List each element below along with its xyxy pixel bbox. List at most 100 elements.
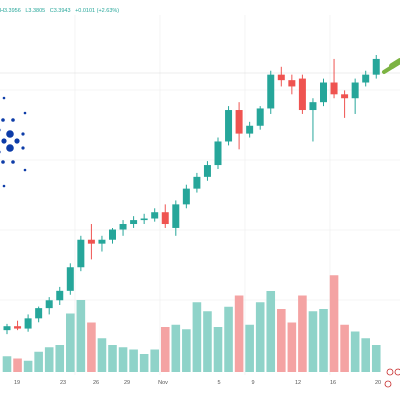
volume-bar [34,351,43,372]
event-marker-icon [384,380,392,388]
x-axis-tick-label: 26 [93,380,99,386]
candle-body [298,78,306,111]
volume-bar [277,309,286,372]
logo-dot [6,144,14,152]
candle-body [235,110,243,134]
volume-bar [308,311,318,372]
volume-bar [255,302,265,372]
candle-body [193,176,201,189]
x-axis-tick-label: 20 [375,380,381,386]
candle-body [35,308,43,319]
candle-body [362,74,370,83]
logo-dot [2,96,6,100]
volume-bar [350,331,360,372]
candle-body [14,326,22,329]
logo-dot [1,118,5,122]
volume-bar [55,345,65,372]
volume-bar [171,324,181,372]
volume-bar [23,360,33,372]
volume-bar [266,291,276,372]
candle-body [130,220,138,225]
volume-bar [224,306,233,372]
logo-dot [21,146,25,150]
candle-body [288,80,296,87]
candle-body [3,326,11,331]
x-axis-tick-label: 9 [251,380,254,386]
logo-dot [0,128,1,132]
candle-body [56,290,64,301]
x-axis-tick-label: 29 [124,380,130,386]
volume-bar [361,338,370,372]
candle-body [225,110,233,142]
volume-bar [234,295,244,372]
candle-body [309,102,317,111]
candle-body [256,108,264,126]
event-marker-icon [386,368,394,376]
candle-body [66,267,74,291]
candle-body [24,318,32,329]
ohlc-close: C3.3943 [49,8,71,14]
logo-dot [6,130,14,138]
candle-body [140,218,148,221]
candle-body [341,94,349,99]
logo-dot [23,168,27,172]
volume-bar [340,324,349,372]
candle-body [214,141,222,166]
volume-bar [192,302,202,372]
logo-dot [1,138,7,144]
volume-bar [13,358,22,372]
x-axis-tick-label: Nov [158,380,168,386]
x-axis-tick-label: 12 [295,380,301,386]
volume-bar [319,309,328,372]
candle-body [320,82,327,103]
candle-body [351,82,359,99]
volume-bar [139,354,149,372]
volume-bar [329,275,339,372]
volume-bar [66,313,75,372]
volume-bar [108,345,117,372]
ohlc-low: L3.3805 [25,8,46,14]
volume-bar [160,327,170,372]
volume-bar [245,324,254,372]
volume-bar [44,347,54,372]
candle-body [119,224,127,230]
event-marker-icon [394,368,400,376]
volume-bar [76,300,86,372]
volume-bar [129,349,138,372]
volume-bar [2,356,12,372]
candle-body [267,74,275,109]
candle-body [246,125,254,134]
volume-bar [118,347,128,372]
logo-dot [11,118,15,122]
logo-dot [1,160,5,164]
ohlc-high: H3.3956 [0,8,21,14]
logo-dot [14,138,20,144]
volume-bar [298,295,307,372]
volume-bar [203,311,212,372]
logo-dot [11,160,15,164]
candle-body [87,239,95,244]
cardano-logo-icon [0,96,27,188]
logo-dot [0,150,1,154]
x-axis-tick-label: 23 [60,380,66,386]
volume-bar [182,329,191,372]
logo-dot [23,111,27,115]
ohlc-change: +0.0101 (+2.63%) [75,8,120,14]
candle-body [45,300,53,309]
volume-bar [213,327,223,372]
x-axis-tick-label: 5 [217,380,220,386]
candle-body [151,212,159,219]
candle-body [372,58,380,75]
volume-bar [87,322,96,372]
candle-body [330,82,338,95]
volume-bar [150,349,159,372]
candle-body [109,229,116,240]
candle-body [182,188,190,205]
candle-body [277,74,285,81]
x-axis-tick-label: 19 [14,380,20,386]
trend-arrow-head-icon [389,58,400,69]
volume-bar [287,322,297,372]
logo-dot [2,184,6,188]
